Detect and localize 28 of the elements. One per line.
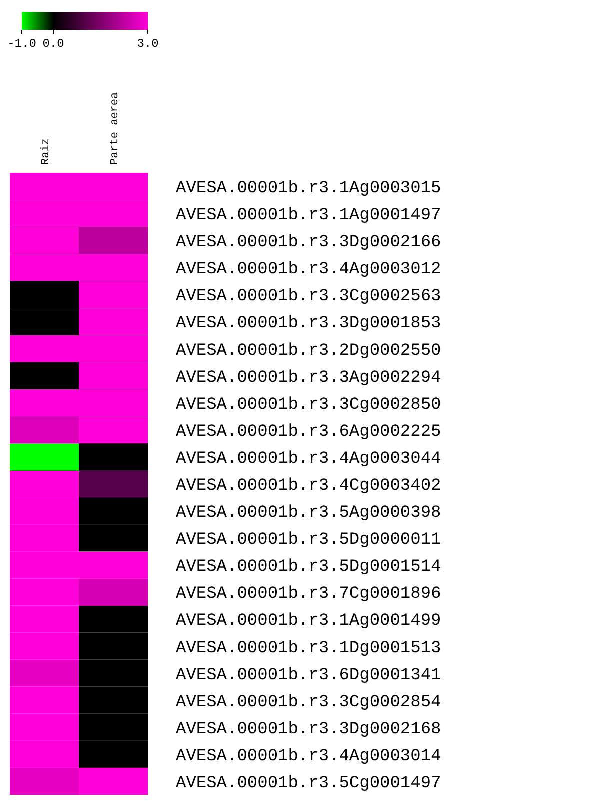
color-bar-label: -1.0 <box>8 37 36 51</box>
y-tick-label: AVESA.00001b.r3.4Ag0003012 <box>176 260 442 280</box>
y-tick-label: AVESA.00001b.r3.5Dg0000011 <box>176 531 442 550</box>
y-tick-label: AVESA.00001b.r3.5Cg0001497 <box>176 774 442 794</box>
y-tick-label: AVESA.00001b.r3.2Dg0002550 <box>176 342 442 361</box>
y-tick-label: AVESA.00001b.r3.7Cg0001896 <box>176 585 442 604</box>
y-tick-label: AVESA.00001b.r3.1Ag0003015 <box>176 180 442 199</box>
color-bar-label: 3.0 <box>137 37 159 51</box>
y-tick-label: AVESA.00001b.r3.3Dg0002168 <box>176 720 442 740</box>
y-tick-label: AVESA.00001b.r3.6Dg0001341 <box>176 666 442 686</box>
y-tick-label: AVESA.00001b.r3.1Dg0001513 <box>176 639 442 658</box>
y-tick-label: AVESA.00001b.r3.3Cg0002854 <box>176 693 442 712</box>
y-tick-label: AVESA.00001b.r3.4Ag0003044 <box>176 450 442 469</box>
y-tick-label: AVESA.00001b.r3.3Cg0002850 <box>176 396 442 415</box>
y-tick-label: AVESA.00001b.r3.3Dg0001853 <box>176 314 442 334</box>
color-bar-label: 0.0 <box>42 37 64 51</box>
y-tick-label: AVESA.00001b.r3.5Ag0000398 <box>176 504 442 524</box>
x-tick-label: Parte aerea <box>110 92 122 165</box>
y-tick-label: AVESA.00001b.r3.4Ag0003014 <box>176 747 442 766</box>
y-tick-label: AVESA.00001b.r3.3Dg0002166 <box>176 234 442 253</box>
x-tick-label: Raiz <box>40 138 52 165</box>
y-tick-label: AVESA.00001b.r3.4Cg0003402 <box>176 477 442 496</box>
y-tick-label: AVESA.00001b.r3.6Ag0002225 <box>176 422 442 442</box>
y-tick-label: AVESA.00001b.r3.5Dg0001514 <box>176 558 442 578</box>
y-tick-label: AVESA.00001b.r3.1Ag0001497 <box>176 206 442 226</box>
y-tick-label: AVESA.00001b.r3.3Ag0002294 <box>176 368 442 388</box>
y-tick-label: AVESA.00001b.r3.1Ag0001499 <box>176 612 442 632</box>
y-tick-label: AVESA.00001b.r3.3Cg0002563 <box>176 288 442 307</box>
